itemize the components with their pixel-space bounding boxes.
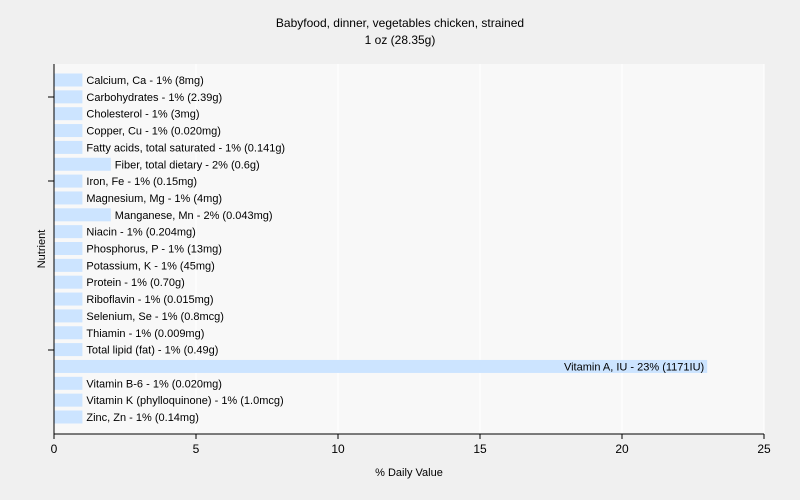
bar [54,258,83,272]
bar [54,73,83,87]
bar-label: Riboflavin - 1% (0.015mg) [86,294,213,306]
bar-label: Vitamin B-6 - 1% (0.020mg) [86,378,222,390]
bar [54,326,83,340]
bar [54,376,83,390]
bar-label: Zinc, Zn - 1% (0.14mg) [86,412,198,424]
bar-label: Vitamin K (phylloquinone) - 1% (1.0mcg) [86,395,283,407]
chart-subtitle: 1 oz (28.35g) [365,33,436,47]
bar [54,157,111,171]
x-tick-label: 15 [473,442,487,456]
bar [54,90,83,104]
x-tick-label: 0 [51,442,58,456]
bar-label: Cholesterol - 1% (3mg) [86,109,199,121]
bar-label: Vitamin A, IU - 23% (1171IU) [564,361,704,373]
x-axis-title: % Daily Value [375,467,443,479]
bar-label: Selenium, Se - 1% (0.8mcg) [86,311,224,323]
bar [54,242,83,255]
bar-label: Potassium, K - 1% (45mg) [86,260,214,272]
bar-label: Fiber, total dietary - 2% (0.6g) [115,159,260,171]
bar-label: Niacin - 1% (0.204mg) [86,227,195,239]
bar [54,410,83,424]
bar [54,343,83,357]
bar-label: Total lipid (fat) - 1% (0.49g) [86,345,218,357]
bar [54,309,83,323]
bar-label: Phosphorus, P - 1% (13mg) [86,244,222,256]
x-tick-label: 5 [193,442,200,456]
bar-label: Calcium, Ca - 1% (8mg) [86,75,203,87]
bar [54,208,111,222]
bar-label: Copper, Cu - 1% (0.020mg) [86,126,221,138]
bar-label: Thiamin - 1% (0.009mg) [86,328,204,340]
x-tick-label: 25 [757,442,771,456]
chart-title: Babyfood, dinner, vegetables chicken, st… [276,16,524,30]
bar-label: Fatty acids, total saturated - 1% (0.141… [86,142,285,154]
bar [54,393,83,407]
bar [54,140,83,154]
axes: 0 5 10 15 20 25 [48,64,771,456]
bar [54,191,83,205]
bar [54,292,83,306]
x-tick-label: 20 [615,442,629,456]
bar [54,275,83,289]
x-tick-label: 10 [331,442,345,456]
bar [54,225,83,239]
bar-label: Magnesium, Mg - 1% (4mg) [86,193,222,205]
bars: Calcium, Ca - 1% (8mg) Carbohydrates - 1%… [54,73,708,424]
bar [54,174,83,188]
bar-label: Protein - 1% (0.70g) [86,277,184,289]
bar-label: Carbohydrates - 1% (2.39g) [86,92,222,104]
bar [54,107,83,121]
bar [54,124,83,138]
bar [54,359,708,373]
bar-label: Iron, Fe - 1% (0.15mg) [86,176,197,188]
bar-label: Manganese, Mn - 2% (0.043mg) [115,210,273,222]
y-axis-title: Nutrient [36,230,48,269]
